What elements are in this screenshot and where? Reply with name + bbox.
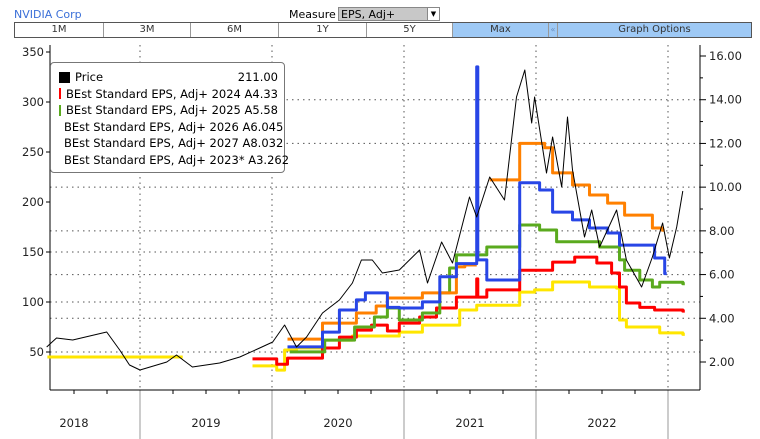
legend-swatch [59,88,62,100]
legend: Price 211.00 BEst Standard EPS, Adj+ 2024 … [50,62,289,173]
series-group [46,65,685,372]
legend-entry: BEst Standard EPS, Adj+ 2023* A 3.262 [59,152,289,169]
tab-1y[interactable]: 1Y [279,23,367,37]
tab-5y[interactable]: 5Y [367,23,453,37]
legend-value: 8.032 [250,136,284,151]
graph-options-button[interactable]: Graph Options [558,23,751,37]
series-line-2026 [287,65,667,349]
left-tick-label: 300 [22,95,44,109]
measure-label: Measure [289,8,336,21]
legend-entry: BEst Standard EPS, Adj+ 2027 A 8.032 [59,135,283,152]
dropdown-arrow-icon[interactable]: ▼ [427,8,439,20]
legend-label: BEst Standard EPS, Adj+ 2024 A [66,86,253,101]
right-tick-label: 16.00 [709,49,742,63]
legend-label: BEst Standard EPS, Adj+ 2027 A [64,136,251,151]
right-tick-label: 4.00 [709,311,735,325]
legend-value: 3.262 [256,152,290,167]
tab-6m[interactable]: 6M [191,23,279,37]
legend-value: 6.045 [250,119,284,134]
right-tick-label: 14.00 [709,93,742,107]
tab-1m[interactable]: 1M [15,23,104,37]
tab-3m[interactable]: 3M [104,23,191,37]
tab-max[interactable]: Max [453,23,549,37]
legend-entry: BEst Standard EPS, Adj+ 2024 A 4.33 [59,86,278,103]
x-tick-label: 2021 [455,416,484,430]
axes: 50 100 150 200 250 300 350 2.00 4.00 6.00 8.00 10.0… [22,45,742,439]
period-tabs: 1M 3M 6M 1Y 5Y Max « Graph Options [14,22,752,38]
legend-value: 5.58 [252,103,278,118]
legend-swatch [59,71,70,83]
right-tick-label: 12.00 [709,136,742,150]
x-tick-label: 2020 [323,416,352,430]
legend-label: Price [75,70,104,85]
legend-value: 4.33 [252,86,278,101]
legend-label: BEst Standard EPS, Adj+ 2025 A [66,103,253,118]
left-tick-label: 250 [22,145,44,159]
series-line-price [46,69,684,371]
legend-label: BEst Standard EPS, Adj+ 2026 A [64,119,251,134]
x-tick-label: 2018 [59,416,88,430]
collapse-arrow-icon[interactable]: « [549,23,558,37]
measure-value: EPS, Adj+ [341,8,396,21]
legend-label: BEst Standard EPS, Adj+ 2023* A [64,152,257,167]
right-tick-label: 10.00 [709,180,742,194]
x-tick-label: 2019 [191,416,220,430]
series-line-2024 [252,255,685,366]
left-tick-label: 150 [22,245,44,259]
security-title: NVIDIA Corp [14,8,82,21]
legend-entry: BEst Standard EPS, Adj+ 2026 A 6.045 [59,119,283,136]
legend-entry: BEst Standard EPS, Adj+ 2025 A 5.58 [59,102,278,119]
left-tick-label: 50 [29,345,44,359]
legend-swatch [59,104,62,116]
legend-value: 211.00 [237,70,278,85]
series-line-2025 [289,223,685,354]
right-tick-label: 2.00 [709,355,735,369]
measure-dropdown[interactable]: EPS, Adj+ ▼ [338,7,440,21]
right-tick-label: 8.00 [709,224,735,238]
left-tick-label: 100 [22,295,44,309]
x-tick-label: 2022 [587,416,616,430]
left-tick-label: 350 [22,45,44,59]
legend-entry: Price 211.00 [59,69,278,86]
left-tick-label: 200 [22,195,44,209]
right-tick-label: 6.00 [709,268,735,282]
